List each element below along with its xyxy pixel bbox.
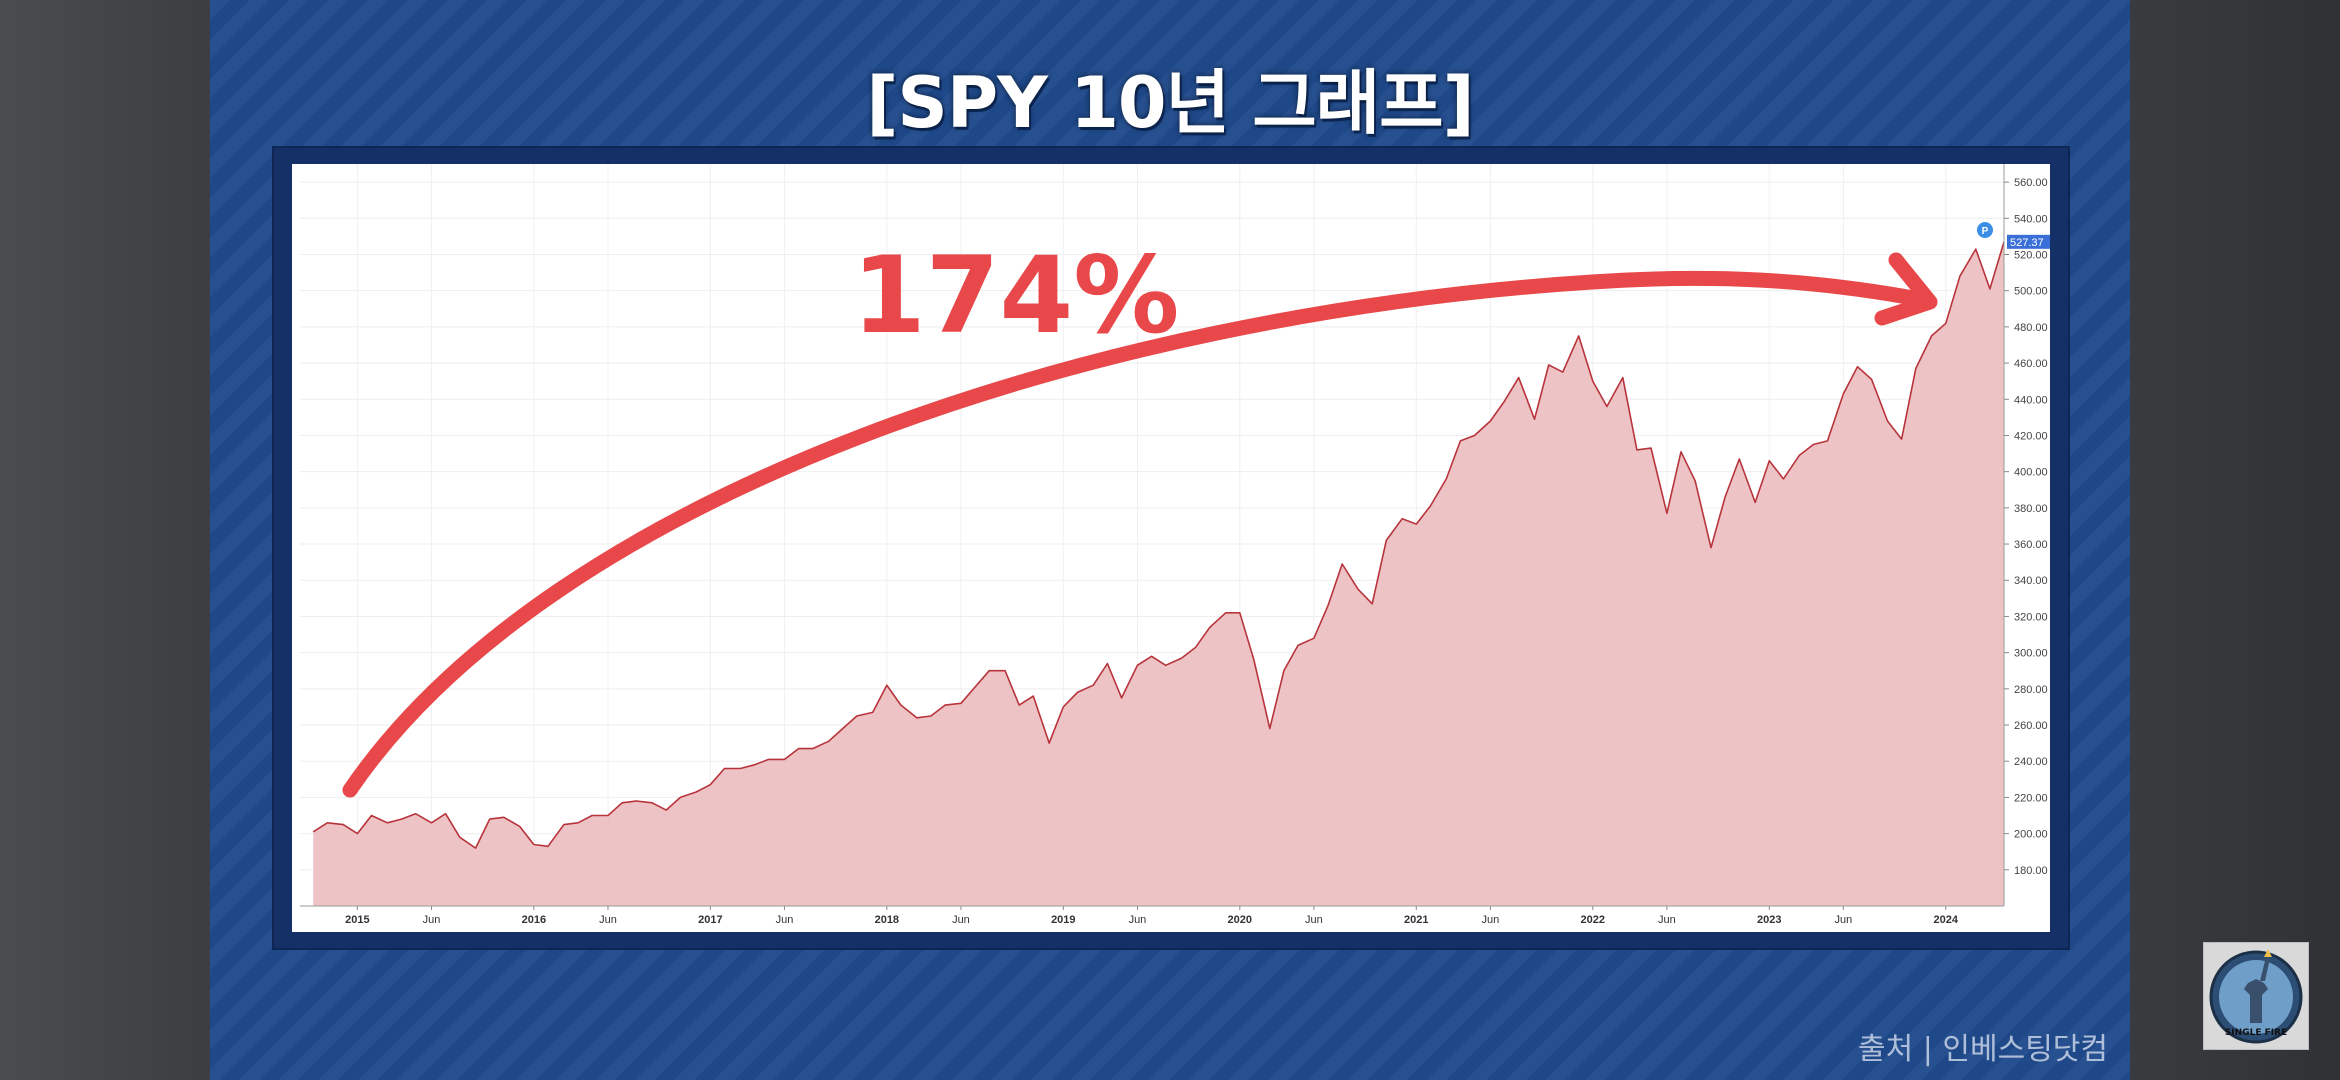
- area-layer: [312, 241, 2005, 907]
- x-tick-label: Jun: [1305, 914, 1323, 926]
- marker-circle: [1977, 222, 1993, 238]
- y-tick-label: 220.00: [2014, 792, 2048, 804]
- growth-arrow-head: [1874, 252, 1938, 326]
- y-tick-label: 320.00: [2014, 611, 2048, 623]
- x-tick-label: Jun: [1835, 914, 1853, 926]
- x-axis: 2015 Jun 2016 Jun 2017 Jun 2018 Jun 2019 Jun 2020 J…: [300, 905, 2004, 926]
- y-tick-label: 340.00: [2014, 575, 2048, 587]
- y-tick-label: 500.00: [2014, 286, 2048, 298]
- x-tick-label: Jun: [776, 914, 794, 926]
- statue-of-liberty-icon: SINGLE FIRE: [2209, 949, 2303, 1044]
- y-tick-label: 380.00: [2014, 503, 2048, 515]
- y-tick-label: 540.00: [2014, 213, 2048, 225]
- x-tick-label: 2023: [1757, 914, 1781, 926]
- slide: [SPY 10년 그래프] 560.00 540.00 520.00 500.00 48…: [210, 0, 2130, 1080]
- x-tick-label: 2020: [1228, 914, 1252, 926]
- y-tick-label: 520.00: [2014, 249, 2048, 261]
- x-tick-label: Jun: [423, 914, 441, 926]
- series-line: [312, 241, 2005, 849]
- x-tick-label: 2017: [698, 914, 722, 926]
- y-tick-label: 200.00: [2014, 829, 2048, 841]
- y-tick-label: 480.00: [2014, 322, 2048, 334]
- x-tick-label: Jun: [952, 914, 970, 926]
- y-tick-label: 260.00: [2014, 720, 2048, 732]
- price-chart: 560.00 540.00 520.00 500.00 480.00 460.00 440.…: [292, 164, 2050, 932]
- x-tick-label: 2022: [1581, 914, 1605, 926]
- x-tick-label: 2016: [522, 914, 546, 926]
- last-value-label: 527.37: [2010, 237, 2044, 249]
- y-tick-label: 180.00: [2014, 865, 2048, 877]
- x-tick-label: 2021: [1404, 914, 1428, 926]
- y-tick-label: 420.00: [2014, 430, 2048, 442]
- y-tick-label: 460.00: [2014, 358, 2048, 370]
- growth-percent-label: 174%: [852, 234, 1179, 357]
- page-title: [SPY 10년 그래프]: [866, 62, 1474, 144]
- chart-frame: 560.00 540.00 520.00 500.00 480.00 460.00 440.…: [272, 146, 2070, 950]
- y-tick-label: 360.00: [2014, 539, 2048, 551]
- y-tick-label: 560.00: [2014, 177, 2048, 189]
- series-area: [313, 241, 2005, 907]
- logo-text: SINGLE FIRE: [2225, 1028, 2287, 1038]
- y-tick-label: 400.00: [2014, 467, 2048, 479]
- y-tick-label: 440.00: [2014, 394, 2048, 406]
- x-tick-label: Jun: [1482, 914, 1500, 926]
- y-tick-label: 240.00: [2014, 756, 2048, 768]
- x-tick-label: 2018: [875, 914, 899, 926]
- last-value-badge: [2007, 234, 2050, 249]
- y-tick-label: 280.00: [2014, 684, 2048, 696]
- y-tick-label: 300.00: [2014, 648, 2048, 660]
- x-tick-label: Jun: [599, 914, 617, 926]
- growth-arrow-curve: [342, 270, 1932, 798]
- x-tick-label: Jun: [1129, 914, 1147, 926]
- marker-label: P: [1982, 226, 1989, 237]
- annotation-layer: P 174%: [342, 222, 1993, 798]
- x-tick-label: 2024: [1934, 914, 1959, 926]
- source-caption: 출처 | 인베스팅닷컴: [1858, 1032, 2108, 1067]
- x-tick-label: 2019: [1051, 914, 1075, 926]
- x-tick-label: Jun: [1658, 914, 1676, 926]
- y-axis: 560.00 540.00 520.00 500.00 480.00 460.00 440.…: [2003, 164, 2050, 906]
- channel-logo: SINGLE FIRE: [2203, 942, 2309, 1050]
- x-tick-label: 2015: [345, 914, 369, 926]
